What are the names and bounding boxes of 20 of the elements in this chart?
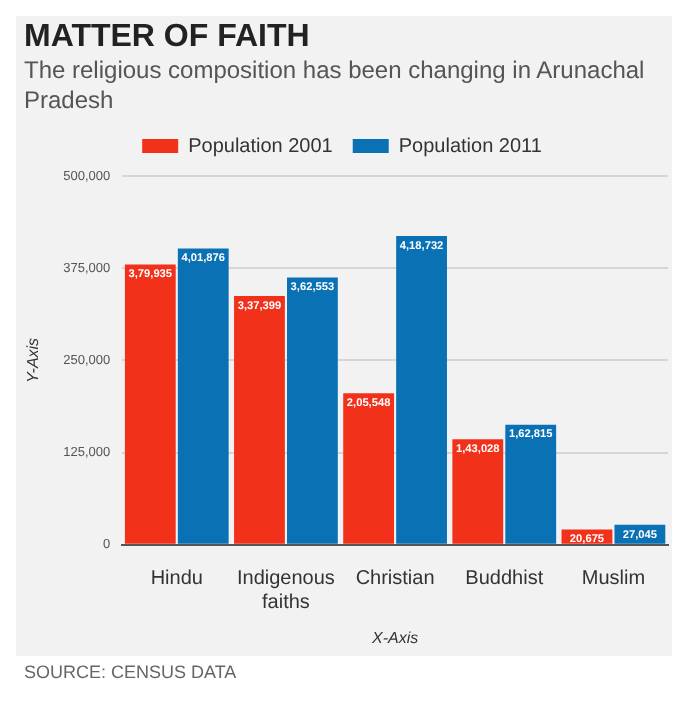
source-note: SOURCE: CENSUS DATA [16, 656, 672, 688]
x-axis-title: X-Axis [369, 628, 419, 647]
chart-subtitle: The religious composition has been changing in Arunachal Pradesh [22, 56, 647, 116]
bar [343, 393, 395, 544]
x-tick-label: Indigenous faiths [237, 568, 335, 615]
bar [286, 277, 338, 544]
y-axis-title: Y-Axis [24, 337, 43, 383]
bar [396, 235, 447, 544]
bar [177, 248, 229, 544]
x-tick-label: Christian [355, 568, 435, 591]
legend-label: Population 2011 [398, 135, 543, 158]
x-tick-label: Muslim [581, 568, 646, 591]
bar [452, 439, 504, 544]
x-tick-label: Hindu [150, 568, 203, 591]
bar [505, 424, 557, 544]
x-tick-label: Buddhist [465, 568, 544, 591]
bar [124, 264, 176, 544]
legend-label: Population 2001 [188, 135, 334, 158]
bar [234, 295, 285, 544]
chart-title: MATTER OF FAITH [22, 18, 312, 56]
